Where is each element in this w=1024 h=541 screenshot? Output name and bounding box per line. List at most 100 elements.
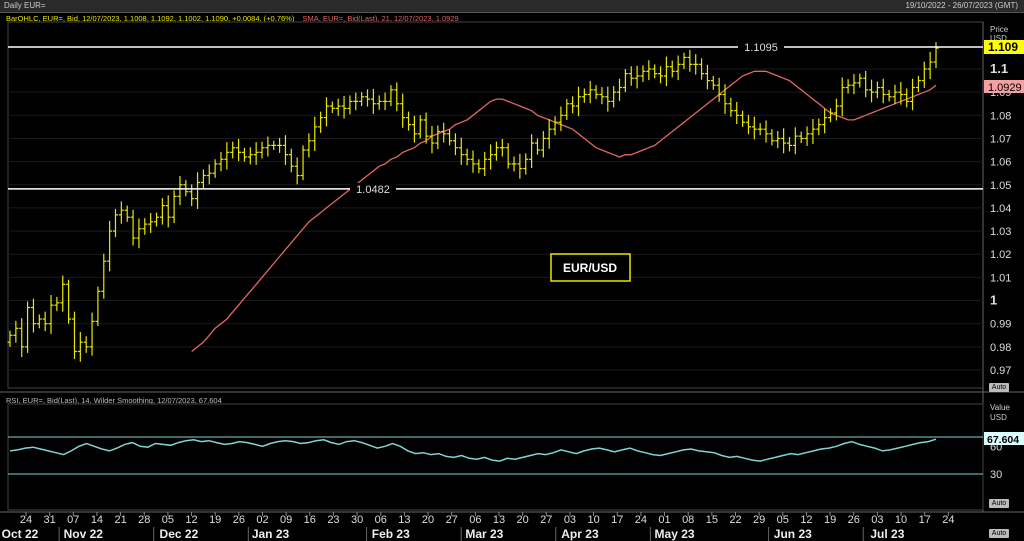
title-bar: Daily EUR= 19/10/2022 - 26/07/2023 (GMT) xyxy=(0,0,1024,13)
ohlc-bar xyxy=(857,73,863,88)
ohlc-bar xyxy=(658,66,664,84)
ohlc-bar xyxy=(745,114,751,135)
date-tick-label: 03 xyxy=(564,514,576,526)
date-tick-label: 27 xyxy=(446,514,458,526)
ohlc-bar xyxy=(476,159,482,174)
sma-path xyxy=(191,70,937,353)
ohlc-bar xyxy=(593,85,599,100)
ohlc-bar xyxy=(382,92,388,111)
date-tick-label: 05 xyxy=(162,514,174,526)
ohlc-bar xyxy=(417,115,423,139)
rsi-plot-area xyxy=(7,403,984,511)
ohlc-bar xyxy=(575,86,581,117)
month-label: Jul 23 xyxy=(870,527,904,541)
ohlc-bar xyxy=(880,78,886,104)
ohlc-bar xyxy=(769,129,775,146)
date-tick-label: 03 xyxy=(871,514,883,526)
ohlc-bar xyxy=(7,330,13,347)
ohlc-bar xyxy=(66,279,72,324)
price-tick-label: 1.04 xyxy=(990,203,1011,215)
ohlc-bar xyxy=(435,125,441,150)
ohlc-bar xyxy=(83,336,89,353)
ohlc-bar xyxy=(171,190,177,224)
ohlc-bar xyxy=(757,123,763,136)
ohlc-bar xyxy=(36,314,42,329)
date-auto-button[interactable]: Auto xyxy=(989,529,1009,538)
date-tick-label: 13 xyxy=(398,514,410,526)
date-tick-label: 02 xyxy=(256,514,268,526)
ohlc-bar xyxy=(669,60,675,78)
ohlc-bar xyxy=(60,275,66,312)
date-tick-label: 01 xyxy=(658,514,670,526)
price-axis: Price USD 1.11.091.081.071.061.051.041.0… xyxy=(990,25,1011,377)
ohlc-bar xyxy=(681,52,687,69)
date-tick-label: 05 xyxy=(777,514,789,526)
date-tick-label: 12 xyxy=(800,514,812,526)
ohlc-bar xyxy=(323,97,329,127)
ohlc-bar xyxy=(804,126,810,146)
price-auto-button[interactable]: Auto xyxy=(989,383,1009,392)
ohlc-bar xyxy=(376,95,382,110)
ohlc-bar xyxy=(19,318,25,358)
month-label: Dec 22 xyxy=(160,527,199,541)
sma-line xyxy=(191,70,937,353)
date-tick-label: 29 xyxy=(753,514,765,526)
ohlc-bar xyxy=(335,98,341,116)
date-tick-label: 12 xyxy=(185,514,197,526)
ohlc-bar xyxy=(693,54,699,75)
date-tick-label: 10 xyxy=(587,514,599,526)
ohlc-bar xyxy=(89,312,95,356)
rsi-legend: RSI, EUR=, Bid(Last), 14, Wilder Smoothi… xyxy=(6,396,222,405)
price-tick-label: 0.99 xyxy=(990,319,1011,331)
ohlc-bar xyxy=(640,65,646,82)
ohlc-bar xyxy=(253,142,259,165)
date-tick-label: 14 xyxy=(91,514,103,526)
rsi-axis-title: Value xyxy=(990,403,1010,412)
ohlc-bar xyxy=(786,137,792,152)
ohlc-legend: BarOHLC, EUR=, Bid, 12/07/2023, 1.1008, … xyxy=(6,14,295,23)
ohlc-bar xyxy=(148,213,154,233)
date-tick-label: 17 xyxy=(919,514,931,526)
month-label: Nov 22 xyxy=(64,527,104,541)
date-tick-label: 24 xyxy=(635,514,647,526)
month-label: Jan 23 xyxy=(252,527,290,541)
rsi-auto-button[interactable]: Auto xyxy=(989,499,1009,508)
last-price-badge xyxy=(984,40,1024,54)
ohlc-bar xyxy=(740,110,746,127)
level-low-label: 1.0482 xyxy=(356,184,390,196)
month-label: Mar 23 xyxy=(465,527,503,541)
ohlc-bar xyxy=(470,150,476,173)
ohlc-bar xyxy=(910,78,916,111)
ohlc-bar xyxy=(751,116,757,140)
month-label: May 23 xyxy=(655,527,695,541)
ohlc-bar xyxy=(388,85,394,107)
pair-box: EUR/USD xyxy=(550,253,631,282)
pair-label: EUR/USD xyxy=(563,261,617,275)
ohlc-bar xyxy=(142,218,148,235)
ohlc-bar xyxy=(617,78,623,101)
ohlc-bar xyxy=(218,151,224,172)
ohlc-bar xyxy=(704,64,710,90)
ohlc-bar xyxy=(810,119,816,145)
ohlc-bar xyxy=(863,70,869,98)
date-tick-label: 23 xyxy=(327,514,339,526)
date-tick-label: 22 xyxy=(729,514,741,526)
date-range: 19/10/2022 - 26/07/2023 (GMT) xyxy=(905,1,1018,10)
sma-price-badge xyxy=(984,80,1024,93)
ohlc-bar xyxy=(300,145,306,181)
ohlc-bar xyxy=(154,212,160,227)
ohlc-bar xyxy=(564,99,570,120)
price-tick-label: 1.01 xyxy=(990,272,1011,284)
ohlc-bar xyxy=(200,169,206,189)
ohlc-bar xyxy=(118,201,124,224)
ohlc-bar xyxy=(611,86,617,108)
ohlc-bar xyxy=(570,96,576,114)
ohlc-bar xyxy=(874,81,880,99)
ohlc-bar xyxy=(42,311,48,332)
ohlc-bar xyxy=(816,118,822,136)
price-tick-label: 0.98 xyxy=(990,342,1011,354)
ohlc-bar xyxy=(288,148,294,173)
ohlc-bar xyxy=(927,51,933,80)
ohlc-bar xyxy=(529,134,535,169)
